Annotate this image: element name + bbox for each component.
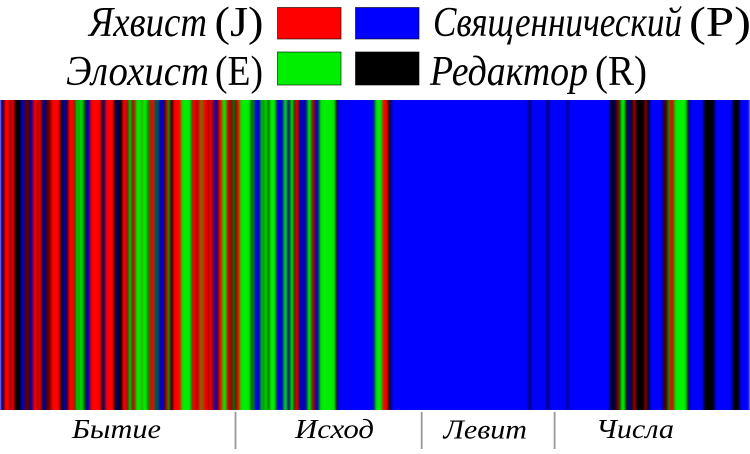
svg-text:Элохист: Элохист <box>66 49 209 95</box>
svg-text:Левит: Левит <box>442 414 527 445</box>
svg-text:Бытие: Бытие <box>71 413 161 444</box>
svg-text:(P): (P) <box>689 0 750 46</box>
svg-text:(E): (E) <box>215 49 263 95</box>
svg-text:(R): (R) <box>595 49 647 95</box>
svg-text:Редактор: Редактор <box>429 49 588 95</box>
svg-text:(J): (J) <box>215 0 264 46</box>
svg-text:Числа: Числа <box>596 413 674 444</box>
svg-text:Священнический: Священнический <box>433 0 682 46</box>
svg-text:Исход: Исход <box>294 413 374 444</box>
svg-text:Яхвист: Яхвист <box>87 0 207 46</box>
